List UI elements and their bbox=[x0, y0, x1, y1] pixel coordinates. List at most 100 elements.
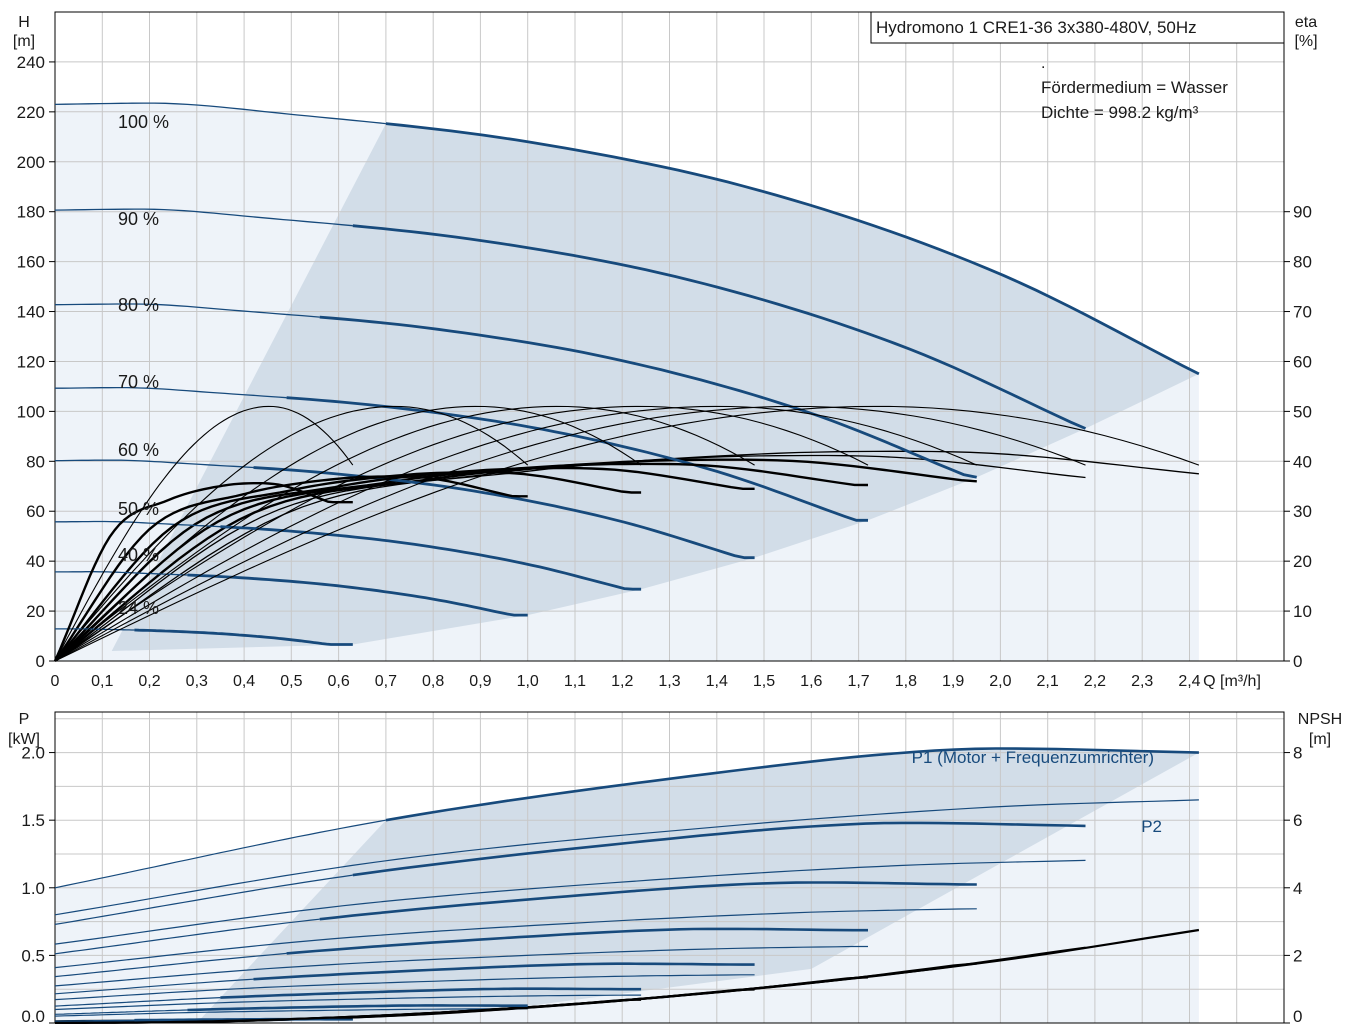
y-tick-label: 200 bbox=[17, 153, 45, 172]
info-line-1: . bbox=[1041, 55, 1045, 72]
x-tick-label: 1,3 bbox=[658, 673, 680, 690]
head-curve-thin bbox=[54, 102, 386, 125]
x-tick-label: 0,1 bbox=[91, 673, 113, 690]
x-tick-label: 0,9 bbox=[469, 673, 491, 690]
x-tick-label: 1,6 bbox=[800, 673, 822, 690]
x-tick-label: 1,8 bbox=[895, 673, 917, 690]
y-tick-label: 140 bbox=[17, 303, 45, 322]
x-tick-label: 1,4 bbox=[706, 673, 728, 690]
p1-curve-thin bbox=[54, 978, 254, 995]
y-tick-label: 20 bbox=[26, 602, 45, 621]
y-tick-label: 100 bbox=[17, 402, 45, 421]
npsh-tick-label: 6 bbox=[1293, 811, 1302, 830]
x-tick-label: 2,0 bbox=[989, 673, 1011, 690]
head-curve bbox=[187, 573, 528, 617]
plot-frame-bottom bbox=[54, 711, 1285, 1024]
head-curve bbox=[220, 525, 642, 591]
chart-title-box bbox=[870, 11, 1285, 44]
y2-tick-label: 70 bbox=[1293, 303, 1312, 322]
eta-curve-total bbox=[54, 405, 869, 662]
p2-curve bbox=[54, 994, 642, 1011]
eta-curve bbox=[53, 482, 353, 662]
p-tick-label: 0.0 bbox=[21, 1007, 45, 1025]
p1-curve-thin bbox=[54, 997, 221, 1007]
head-curve-thin bbox=[55, 520, 221, 528]
x-axis-label: Q [m³/h] bbox=[1203, 673, 1261, 690]
y-tick-label: 220 bbox=[17, 103, 45, 122]
p-tick-label: 1.0 bbox=[21, 879, 45, 898]
x-tick-label: 1,1 bbox=[564, 673, 586, 690]
p1-curve-thin bbox=[54, 918, 320, 955]
head-curve-thin bbox=[55, 459, 254, 469]
p1-curve-thin bbox=[54, 952, 287, 978]
x-tick-label: 2,4 bbox=[1178, 673, 1200, 690]
speed-label: 50 % bbox=[118, 499, 159, 519]
p1-curve bbox=[187, 1004, 528, 1012]
y2-tick-label: 0 bbox=[1293, 652, 1302, 671]
p1-curve bbox=[319, 881, 977, 921]
x-tick-label: 1,0 bbox=[517, 673, 539, 690]
p1-curve bbox=[352, 821, 1086, 877]
head-curve bbox=[253, 466, 755, 560]
x-tick-label: 1,5 bbox=[753, 673, 775, 690]
p1-curve-thin bbox=[54, 819, 387, 889]
x-tick-label: 0,5 bbox=[280, 673, 302, 690]
eta-curve-total bbox=[54, 405, 1086, 662]
x-tick-label: 1,9 bbox=[942, 673, 964, 690]
p1-curve-thin bbox=[54, 1009, 188, 1015]
y-left-label-bottom: P bbox=[19, 711, 30, 728]
y2-tick-label: 30 bbox=[1293, 502, 1312, 521]
x-tick-label: 0,8 bbox=[422, 673, 444, 690]
npsh-tick-label: 8 bbox=[1293, 744, 1302, 763]
y-right-label-top: eta bbox=[1295, 14, 1317, 31]
eta-curve-total bbox=[54, 405, 354, 662]
head-curve-thin bbox=[55, 571, 188, 576]
p2-curve bbox=[54, 908, 977, 969]
y-tick-label: 80 bbox=[26, 452, 45, 471]
eta-curve-total bbox=[54, 405, 1200, 662]
head-curve bbox=[134, 628, 353, 646]
y-tick-label: 40 bbox=[26, 552, 45, 571]
y-tick-label: 120 bbox=[17, 352, 45, 371]
y2-tick-label: 90 bbox=[1293, 203, 1312, 222]
y-tick-label: 60 bbox=[26, 502, 45, 521]
eta-curve-total bbox=[54, 405, 642, 662]
x-tick-label: 0,4 bbox=[233, 673, 255, 690]
npsh-tick-label: 0 bbox=[1293, 1007, 1302, 1025]
p2-curve bbox=[54, 945, 868, 987]
head-curve bbox=[352, 224, 1087, 430]
speed-label: 24 % bbox=[118, 598, 159, 618]
y-tick-label: 180 bbox=[17, 203, 45, 222]
y-right-unit-bottom: [m] bbox=[1309, 731, 1331, 748]
eta-curve-total bbox=[54, 405, 755, 662]
p-tick-label: 1.5 bbox=[21, 811, 45, 830]
eta-curve-total bbox=[54, 405, 529, 662]
info-line-2: Fördermedium = Wasser bbox=[1041, 78, 1228, 97]
head-curve-thin bbox=[54, 208, 353, 227]
npsh-tick-label: 2 bbox=[1293, 946, 1302, 965]
p2-curve bbox=[54, 799, 1199, 916]
x-tick-label: 1,7 bbox=[847, 673, 869, 690]
chart-title: Hydromono 1 CRE1-36 3x380-480V, 50Hz bbox=[876, 18, 1197, 37]
y-left-unit-bottom: [kW] bbox=[8, 731, 40, 748]
p2-curve bbox=[54, 1019, 353, 1023]
speed-label: 90 % bbox=[118, 209, 159, 229]
head-curve-thin bbox=[55, 386, 287, 399]
npsh-curve bbox=[55, 1016, 353, 1024]
x-tick-label: 0,6 bbox=[327, 673, 349, 690]
y2-tick-label: 10 bbox=[1293, 602, 1312, 621]
eta-curve bbox=[54, 475, 528, 662]
x-tick-label: 0,2 bbox=[138, 673, 160, 690]
x-tick-label: 2,1 bbox=[1037, 673, 1059, 690]
y-left-unit-top: [m] bbox=[13, 33, 35, 50]
x-tick-label: 2,3 bbox=[1131, 673, 1153, 690]
y-left-label-top: H bbox=[18, 14, 30, 31]
band-dark-top bbox=[111, 123, 1199, 652]
head-curve bbox=[385, 122, 1200, 376]
y-right-label-bottom: NPSH bbox=[1298, 711, 1342, 728]
p1-curve-thin bbox=[54, 874, 353, 925]
p-tick-label: 0.5 bbox=[21, 946, 45, 965]
y2-tick-label: 80 bbox=[1293, 253, 1312, 272]
p1-curve bbox=[385, 747, 1199, 822]
